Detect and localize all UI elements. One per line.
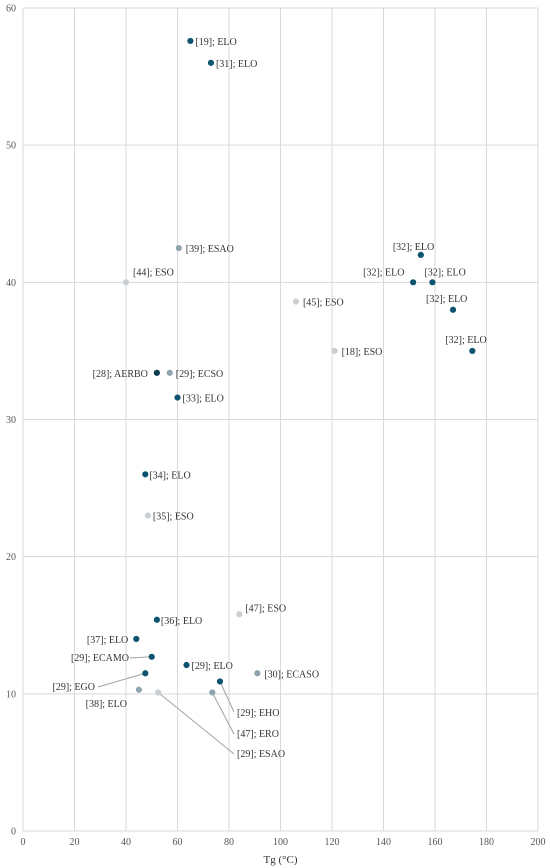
data-label: [29]; ESAO bbox=[237, 749, 285, 760]
data-label: [35]; ESO bbox=[153, 512, 194, 523]
x-tick-label: 0 bbox=[21, 837, 26, 848]
x-tick-label: 100 bbox=[273, 837, 288, 848]
x-tick-label: 40 bbox=[121, 837, 131, 848]
data-points bbox=[122, 37, 476, 696]
grid-lines bbox=[22, 7, 539, 832]
data-point bbox=[175, 244, 182, 252]
data-label: [34]; ELO bbox=[149, 470, 190, 481]
data-point bbox=[142, 670, 149, 677]
data-label: [37]; ELO bbox=[87, 635, 128, 646]
y-tick-label: 50 bbox=[6, 141, 16, 152]
x-axis-label: Tg (°C) bbox=[263, 854, 297, 866]
x-axis-ticks: 0 20 40 60 80 100 120 140 160 180 200 bbox=[21, 837, 546, 848]
data-labels: [19]; ELO [31]; ELO [39]; ESAO [44]; ESO [45… bbox=[53, 37, 487, 760]
data-point bbox=[166, 369, 173, 376]
data-point bbox=[209, 689, 216, 696]
y-tick-label: 30 bbox=[6, 415, 16, 426]
data-label: [32]; ELO bbox=[363, 267, 404, 278]
x-tick-label: 200 bbox=[531, 837, 546, 848]
data-label: [39]; ESAO bbox=[186, 244, 234, 255]
data-label: [32]; ELO bbox=[424, 267, 465, 278]
data-point bbox=[331, 347, 338, 355]
x-tick-label: 120 bbox=[325, 837, 340, 848]
leader-line bbox=[129, 656, 152, 659]
data-label: [29]; EGO bbox=[53, 682, 96, 693]
data-label: [33]; ELO bbox=[183, 394, 224, 405]
x-tick-label: 180 bbox=[479, 837, 494, 848]
data-point bbox=[142, 471, 149, 478]
data-label: [31]; ELO bbox=[216, 59, 257, 70]
data-point bbox=[144, 512, 151, 519]
leader-lines bbox=[97, 656, 235, 755]
data-label: [32]; ELO bbox=[426, 294, 467, 305]
data-point bbox=[236, 611, 243, 618]
x-tick-label: 80 bbox=[224, 837, 234, 848]
data-point bbox=[148, 653, 155, 660]
data-point bbox=[187, 37, 194, 45]
data-point bbox=[174, 394, 181, 401]
data-label: [47]; ESO bbox=[245, 603, 286, 614]
data-label: [29]; ECSO bbox=[176, 369, 224, 380]
leader-line bbox=[211, 692, 235, 735]
data-label: [47]; ERO bbox=[237, 729, 279, 740]
y-tick-label: 10 bbox=[6, 689, 16, 700]
x-tick-label: 140 bbox=[376, 837, 391, 848]
data-label: [45]; ESO bbox=[303, 298, 344, 309]
data-point bbox=[292, 298, 300, 305]
y-tick-label: 0 bbox=[11, 827, 16, 838]
data-point bbox=[133, 635, 140, 643]
leader-line bbox=[157, 692, 235, 755]
data-label: [28]; AERBO bbox=[93, 369, 148, 380]
data-point bbox=[449, 306, 457, 313]
data-point bbox=[153, 369, 160, 376]
y-tick-label: 60 bbox=[6, 4, 16, 15]
data-point bbox=[254, 670, 261, 677]
data-point bbox=[429, 279, 436, 286]
data-label: [32]; ELO bbox=[445, 335, 486, 346]
data-label: [44]; ESO bbox=[133, 267, 174, 278]
data-point bbox=[153, 616, 160, 623]
data-label: [29]; EHO bbox=[237, 708, 280, 719]
data-point bbox=[135, 686, 142, 693]
x-tick-label: 20 bbox=[70, 837, 80, 848]
data-point bbox=[469, 347, 476, 355]
x-tick-label: 160 bbox=[428, 837, 443, 848]
data-label: [32]; ELO bbox=[393, 242, 434, 253]
leader-line bbox=[219, 681, 235, 713]
data-label: [19]; ELO bbox=[195, 37, 236, 48]
y-tick-label: 40 bbox=[6, 278, 16, 289]
data-label: [30]; ECASO bbox=[264, 669, 319, 680]
data-point bbox=[417, 251, 424, 258]
data-point bbox=[183, 661, 190, 669]
data-point bbox=[410, 279, 417, 286]
data-label: [36]; ELO bbox=[161, 616, 202, 627]
data-label: [38]; ELO bbox=[86, 699, 127, 710]
data-label: [29]; ELO bbox=[192, 661, 233, 672]
data-point bbox=[216, 678, 224, 685]
data-point bbox=[122, 279, 130, 286]
leader-line bbox=[97, 672, 146, 688]
y-axis-ticks: 0 10 20 30 40 50 60 bbox=[6, 4, 16, 838]
data-point bbox=[207, 59, 215, 66]
data-label: [18]; ESO bbox=[342, 347, 383, 358]
data-point bbox=[155, 689, 162, 696]
x-tick-label: 60 bbox=[173, 837, 183, 848]
y-tick-label: 20 bbox=[6, 552, 16, 563]
data-label: [29]; ECAMO bbox=[71, 653, 129, 664]
